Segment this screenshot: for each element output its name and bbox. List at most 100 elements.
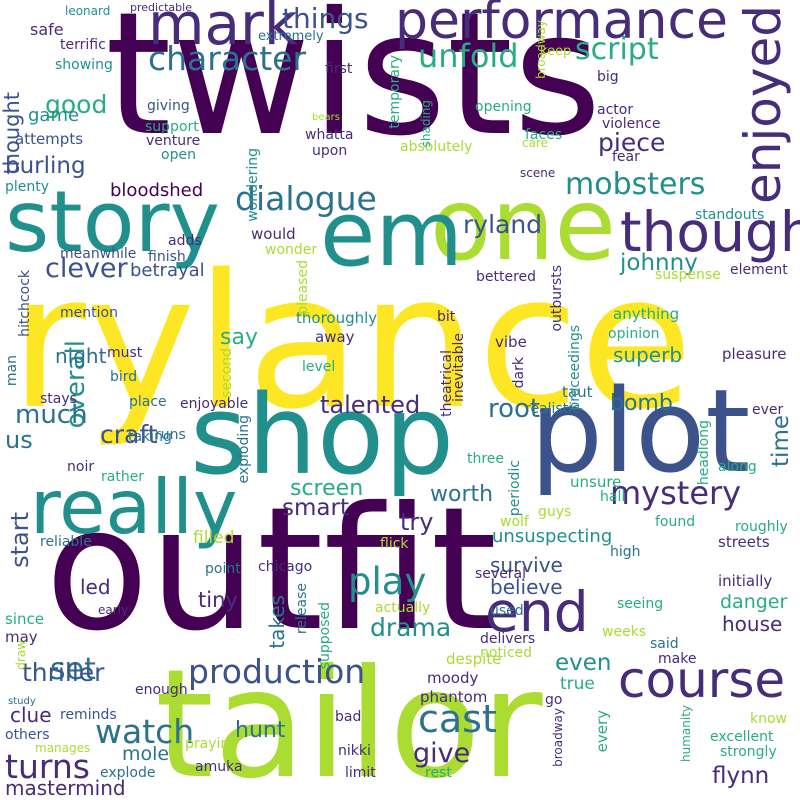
word-level: level	[302, 359, 336, 375]
word-outfit: outfit	[45, 471, 498, 669]
word-production: production	[188, 652, 366, 691]
word-piece: piece	[598, 128, 666, 157]
word-scene: scene	[520, 166, 556, 180]
word-amuka: amuka	[195, 759, 243, 775]
word-explode: explode	[100, 765, 156, 781]
word-enjoyable: enjoyable	[180, 396, 249, 412]
word-extremely: extremely	[258, 29, 324, 44]
word-em: em	[320, 182, 464, 287]
word-thoroughly: thoroughly	[296, 309, 378, 327]
word-takes: takes	[265, 595, 289, 649]
word-big: big	[597, 69, 619, 85]
word-used: used	[490, 603, 524, 619]
word-rylance: rylance	[10, 234, 694, 450]
word-play: play	[348, 560, 427, 603]
word-things: things	[282, 2, 369, 35]
word-draw: draw	[14, 640, 28, 670]
word-bit: bit	[437, 309, 456, 325]
word-one: one	[430, 166, 617, 283]
word-upon: upon	[312, 143, 348, 159]
word-unsuspecting: unsuspecting	[492, 526, 613, 547]
word-go: go	[545, 692, 563, 708]
word-three: three	[467, 451, 505, 467]
word-mole: mole	[122, 743, 170, 765]
word-house: house	[722, 612, 783, 636]
word-betrayal: betrayal	[130, 260, 205, 281]
word-humanity: humanity	[679, 705, 693, 762]
word-adds: adds	[168, 233, 202, 249]
word-mark: mark	[148, 0, 298, 58]
word-bomb: bomb	[610, 391, 673, 416]
word-opening: opening	[475, 99, 532, 115]
word-broadway: broadway	[534, 20, 548, 79]
word-praying: praying	[185, 736, 239, 752]
word-noticed: noticed	[480, 645, 533, 661]
word-give: give	[413, 738, 471, 769]
word-rest: rest	[425, 765, 452, 781]
word-noir: noir	[67, 459, 95, 475]
word-time: time	[768, 415, 794, 467]
word-mastermind: mastermind	[5, 776, 126, 800]
word-runs: runs	[155, 427, 186, 443]
word-opinion: opinion	[608, 326, 660, 342]
word-try: try	[400, 508, 434, 536]
word-meanwhile: meanwhile	[60, 246, 137, 262]
word-open: open	[161, 147, 196, 163]
word-actor: actor	[597, 102, 634, 118]
word-plot: plot	[530, 365, 751, 499]
word-stays: stays	[40, 391, 77, 407]
word-reliable: reliable	[40, 534, 92, 550]
word-flick: flick	[380, 536, 409, 552]
word-moody: moody	[427, 669, 479, 687]
word-manages: manages	[35, 741, 91, 755]
word-burling: burling	[5, 153, 86, 179]
word-others: others	[5, 727, 50, 743]
word-turns: turns	[5, 747, 90, 786]
word-dark: dark	[511, 357, 527, 389]
word-talented: talented	[320, 391, 421, 419]
word-make: make	[658, 651, 697, 667]
word-script: script	[575, 32, 659, 67]
word-plenty: plenty	[5, 179, 50, 195]
word-though: though	[620, 200, 800, 264]
word-bloodshed: bloodshed	[110, 180, 204, 201]
word-anything: anything	[613, 305, 680, 323]
word-clever: clever	[45, 253, 128, 284]
word-actually: actually	[375, 600, 431, 616]
word-seeing: seeing	[617, 596, 664, 612]
word-flynn: flynn	[712, 763, 770, 789]
word-believe: believe	[490, 575, 563, 599]
word-support: support	[145, 119, 199, 135]
word-say: say	[220, 325, 258, 350]
word-theatrical: theatrical	[439, 350, 455, 417]
word-hall: hall	[600, 489, 626, 505]
word-streets: streets	[718, 533, 770, 551]
word-ever: ever	[752, 402, 784, 418]
word-drama: drama	[370, 613, 452, 642]
word-enjoyed: enjoyed	[734, 5, 792, 205]
word-outbursts: outbursts	[549, 265, 565, 332]
word-wondering: wondering	[245, 148, 261, 222]
word-said: said	[650, 636, 679, 652]
word-despite: despite	[446, 650, 502, 668]
word-phantom: phantom	[420, 688, 488, 706]
word-every: every	[593, 710, 611, 753]
word-second: second	[219, 348, 235, 398]
word-would: would	[251, 225, 296, 243]
word-bears: bears	[312, 112, 340, 123]
word-survive: survive	[490, 553, 563, 577]
word-mention: mention	[60, 305, 118, 321]
word-taking: taking	[128, 429, 172, 445]
word-tiny: tiny	[198, 588, 238, 612]
word-story: story	[5, 173, 220, 272]
word-realistic: realistic	[525, 401, 580, 417]
word-taut: taut	[562, 383, 593, 401]
word-wolf: wolf	[500, 514, 529, 530]
word-hitchcock: hitchcock	[17, 270, 33, 337]
word-care: care	[522, 136, 549, 150]
word-much: much	[15, 400, 88, 430]
word-root: root	[488, 394, 541, 424]
word-roughly: roughly	[735, 519, 788, 535]
word-attempts: attempts	[15, 130, 84, 148]
